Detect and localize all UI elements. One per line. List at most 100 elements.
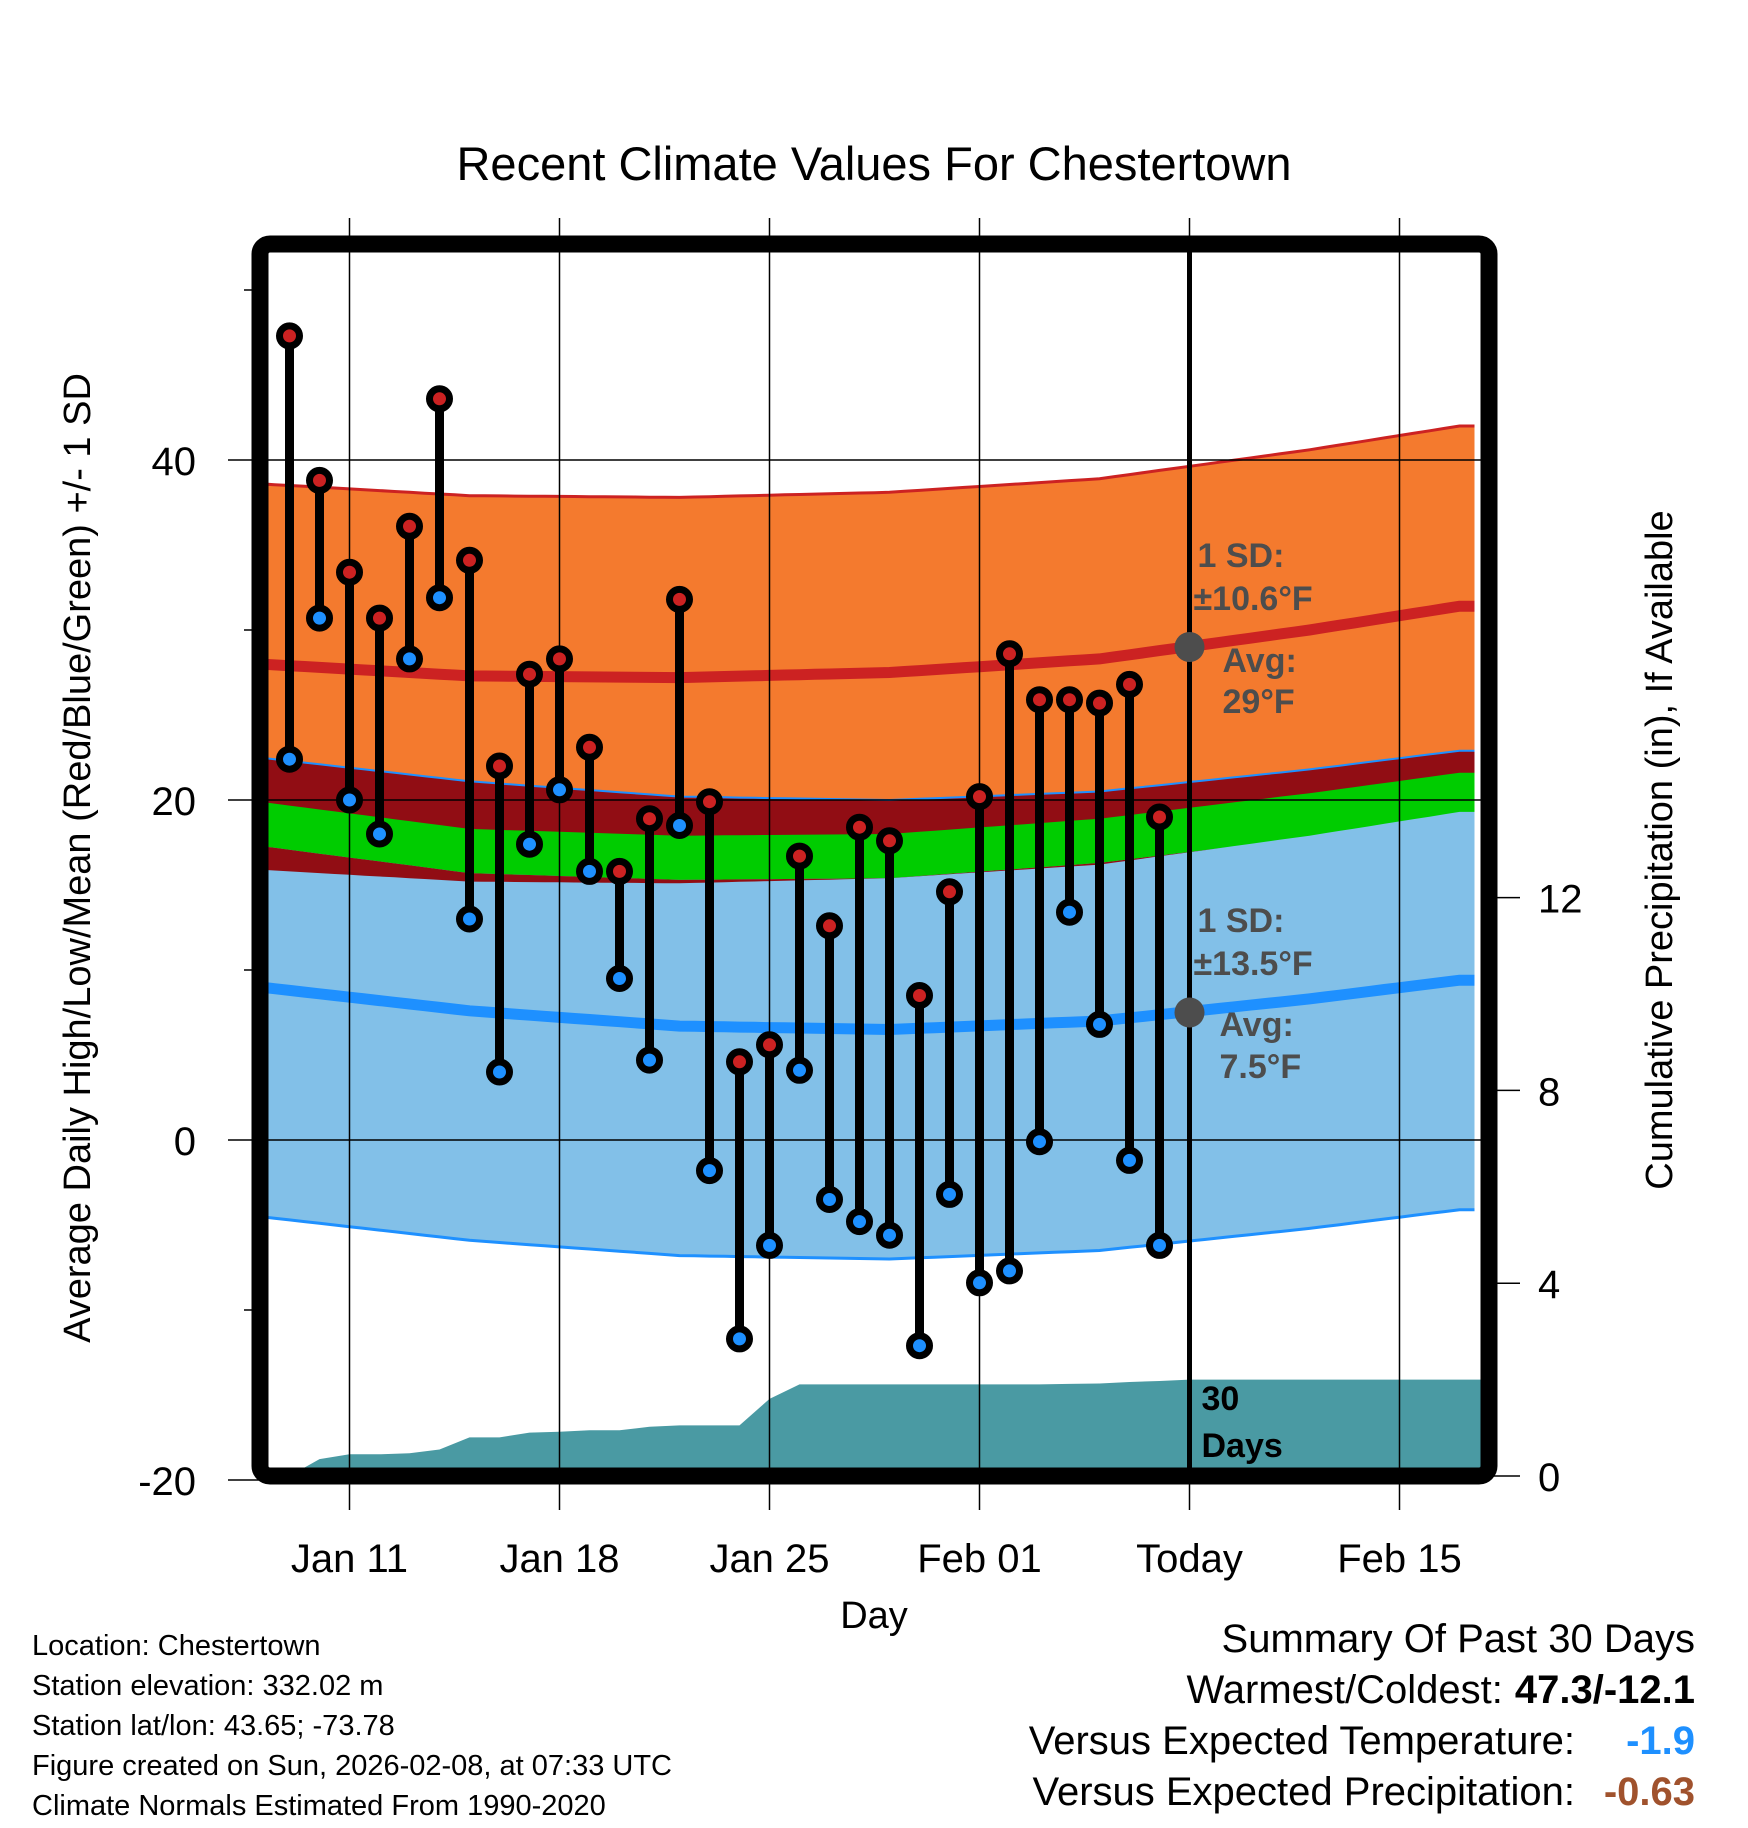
high-point xyxy=(726,1048,753,1076)
summary-title: Summary Of Past 30 Days xyxy=(1221,1617,1695,1661)
high-point xyxy=(1116,670,1143,698)
high-point xyxy=(1056,686,1083,714)
high-avg-line xyxy=(268,600,1475,684)
y2-tick-label: 12 xyxy=(1538,878,1583,922)
low-point xyxy=(366,820,393,848)
low-point xyxy=(1116,1146,1143,1174)
x-tick-label: Jan 18 xyxy=(499,1537,619,1581)
info-normals: Climate Normals Estimated From 1990-2020 xyxy=(32,1790,606,1822)
info-elevation: Station elevation: 332.02 m xyxy=(32,1670,384,1702)
y-tick-label: 40 xyxy=(152,440,197,484)
high-point xyxy=(666,585,693,613)
high-point xyxy=(606,857,633,885)
low-point xyxy=(906,1332,933,1360)
low-point xyxy=(1146,1231,1173,1259)
low-sd-lower-line xyxy=(268,1208,1475,1261)
chart-title: Recent Climate Values For Chestertown xyxy=(456,137,1291,190)
precip-anomaly-label: Versus Expected Precipitation: xyxy=(1032,1770,1575,1814)
high-point xyxy=(276,322,303,350)
low-point xyxy=(576,857,603,885)
high-avg-label: Avg: xyxy=(1223,642,1297,680)
high-point xyxy=(456,546,483,574)
observed-points xyxy=(276,322,1173,1360)
y2-tick-label: 0 xyxy=(1538,1456,1560,1500)
high-point xyxy=(1086,689,1113,717)
y2-axis-ticks: 0 4 8 12 xyxy=(1489,878,1583,1500)
summary-panel: Summary Of Past 30 Days Warmest/Coldest:… xyxy=(1029,1614,1695,1818)
low-point xyxy=(966,1269,993,1297)
low-sd-band-visible xyxy=(268,811,1475,1259)
x-axis-label: Day xyxy=(840,1595,908,1637)
precip-period-label: 30 xyxy=(1202,1380,1240,1418)
high-sd-label: 1 SD: xyxy=(1198,537,1285,575)
x-tick-label: Feb 01 xyxy=(917,1537,1042,1581)
precip-period-label-2: Days xyxy=(1202,1427,1283,1465)
info-location: Location: Chestertown xyxy=(32,1630,321,1662)
high-point xyxy=(1146,803,1173,831)
x-tick-label: Feb 15 xyxy=(1337,1537,1462,1581)
high-point xyxy=(786,842,813,870)
low-sd-value: ±13.5°F xyxy=(1194,945,1313,983)
y2-axis-label: Cumulative Precipitation (in), If Availa… xyxy=(1639,510,1681,1189)
precip-area xyxy=(268,1379,1481,1468)
high-point xyxy=(906,982,933,1009)
y-axis-label: Average Daily High/Low/Mean (Red/Blue/Gr… xyxy=(57,373,99,1343)
high-point xyxy=(1026,686,1053,714)
info-latlon: Station lat/lon: 43.65; -73.78 xyxy=(32,1710,395,1742)
extremes-value: 47.3/-12.1 xyxy=(1514,1668,1695,1712)
high-sd-upper-line xyxy=(268,424,1475,499)
temp-anomaly-label: Versus Expected Temperature: xyxy=(1028,1719,1575,1763)
temp-anomaly-value: -1.9 xyxy=(1626,1719,1695,1763)
high-avg-value: 29°F xyxy=(1223,683,1295,721)
y-tick-label: 20 xyxy=(152,780,197,824)
low-point xyxy=(426,584,453,612)
low-point xyxy=(996,1257,1023,1285)
high-point xyxy=(366,604,393,632)
plot-frame xyxy=(251,235,1498,1485)
low-point xyxy=(606,965,633,992)
low-avg-today-dot xyxy=(1174,997,1205,1028)
station-info: Location: Chestertown Station elevation:… xyxy=(32,1626,672,1826)
high-point xyxy=(576,733,603,761)
low-point xyxy=(876,1221,903,1249)
high-point xyxy=(306,466,333,494)
high-point xyxy=(996,640,1023,668)
low-point xyxy=(306,604,333,632)
high-point xyxy=(846,813,873,841)
high-point xyxy=(336,558,363,586)
high-point xyxy=(546,645,573,673)
low-point xyxy=(636,1046,663,1074)
x-tick-label: Jan 11 xyxy=(291,1537,408,1581)
low-avg-value: 7.5°F xyxy=(1220,1048,1302,1086)
low-point xyxy=(516,830,543,858)
high-point xyxy=(966,783,993,811)
extremes-label: Warmest/Coldest: xyxy=(1186,1668,1503,1712)
precip-cumulative-area xyxy=(268,1379,1481,1468)
low-point xyxy=(396,645,423,673)
overlap-band xyxy=(268,750,1475,858)
low-point xyxy=(486,1058,513,1086)
low-point xyxy=(1026,1128,1053,1156)
low-point xyxy=(456,905,483,933)
high-point xyxy=(876,827,903,855)
low-point xyxy=(276,745,303,773)
y2-tick-label: 8 xyxy=(1538,1070,1560,1114)
low-point xyxy=(666,812,693,839)
low-point xyxy=(1086,1010,1113,1038)
high-sd-band xyxy=(268,426,1475,858)
low-point xyxy=(786,1056,813,1084)
y-axis-ticks: -20 0 20 40 xyxy=(138,289,260,1504)
low-sd-label: 1 SD: xyxy=(1198,902,1285,940)
x-tick-label: Today xyxy=(1136,1537,1243,1581)
low-point xyxy=(846,1208,873,1236)
y-tick-label: 0 xyxy=(174,1120,196,1164)
high-point xyxy=(816,912,843,940)
high-point xyxy=(756,1031,783,1059)
low-point xyxy=(816,1186,843,1213)
high-point xyxy=(696,788,723,816)
low-point xyxy=(756,1231,783,1259)
high-avg-today-dot xyxy=(1174,632,1205,662)
high-sd-value: ±10.6°F xyxy=(1194,580,1313,618)
